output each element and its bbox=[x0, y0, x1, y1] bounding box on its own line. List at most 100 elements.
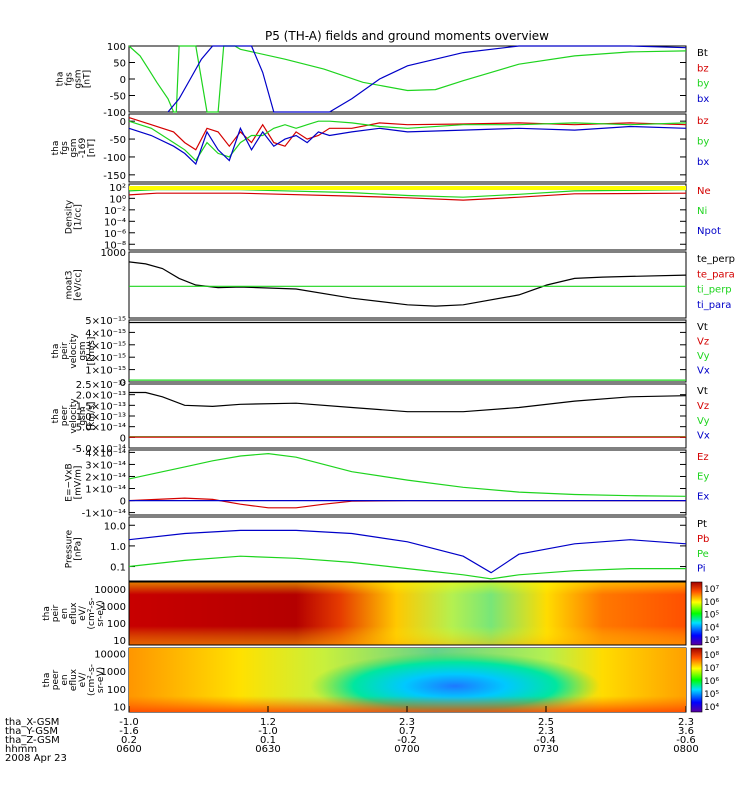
x-row-value: 0600 bbox=[116, 744, 141, 755]
legend-entry: Ni bbox=[697, 206, 707, 217]
y-tick-label: 1×10⁻¹⁵ bbox=[85, 366, 126, 377]
y-tick-label: 2.5×10⁻¹³ bbox=[76, 380, 126, 391]
y-axis-label: (cm²-s- bbox=[87, 664, 97, 696]
y-axis-label: fgs bbox=[60, 141, 70, 155]
panel-frame bbox=[128, 251, 687, 319]
x-row-value: 2.3 bbox=[399, 717, 415, 728]
y-axis-label: sr-eV) bbox=[96, 600, 106, 626]
y-tick-label: -50 bbox=[110, 135, 126, 146]
colorbar-tick-label: 10⁴ bbox=[704, 703, 719, 713]
y-axis-label: gsm bbox=[69, 138, 79, 157]
y-tick-label: 2×10⁻¹⁴ bbox=[85, 472, 126, 483]
y-tick-label: 10000 bbox=[94, 585, 126, 596]
x-row-value: 2.3 bbox=[538, 726, 554, 737]
x-row-value: 0630 bbox=[255, 744, 280, 755]
y-tick-label: 10² bbox=[109, 183, 126, 194]
y-tick-label: 10⁻⁶ bbox=[104, 229, 126, 240]
panel-2: 0 -50 -100 -150 tha fgs gsm -169 [nT] bz by bx bbox=[51, 113, 709, 183]
y-axis-label: eflux bbox=[69, 668, 79, 691]
series-line bbox=[128, 452, 687, 497]
x-row-value: -1.6 bbox=[119, 726, 139, 737]
y-axis-label: eflux bbox=[69, 602, 79, 625]
legend-entry: Ey bbox=[697, 472, 709, 483]
ion-colorbar bbox=[690, 581, 703, 646]
y-axis-label: tha bbox=[51, 141, 61, 156]
series-line bbox=[128, 125, 687, 166]
y-tick-label: 1000 bbox=[101, 667, 126, 678]
y-tick-label: 4×10⁻¹⁵ bbox=[85, 328, 126, 339]
y-axis-label: E=−VxB bbox=[65, 463, 75, 501]
x-row-label: hhmm bbox=[5, 744, 37, 755]
y-axis-label: tha bbox=[51, 409, 61, 424]
legend-entry: Vz bbox=[697, 336, 709, 347]
legend-entry: Vy bbox=[697, 416, 710, 427]
legend-entry: Pb bbox=[697, 534, 709, 545]
y-tick-label: 4×10⁻¹⁴ bbox=[85, 448, 126, 459]
legend-entry: by bbox=[697, 79, 709, 90]
legend-entry: Vz bbox=[697, 401, 709, 412]
y-axis-label: velocity bbox=[69, 333, 79, 369]
y-axis-label: tha bbox=[42, 673, 52, 688]
y-axis-label: gsm bbox=[78, 341, 88, 360]
legend-entry: Vt bbox=[697, 322, 708, 333]
legend-entry: te_perp bbox=[697, 254, 735, 265]
colorbar-tick-label: 10³ bbox=[704, 636, 719, 646]
y-tick-label: 1.0×10⁻¹³ bbox=[76, 412, 126, 423]
legend-entry: bz bbox=[697, 63, 709, 74]
y-axis-label: Pressure bbox=[65, 529, 75, 568]
panel-4: 1000 moat3 [eV/cc] te_perp te_para ti_perp ti_… bbox=[65, 248, 735, 319]
legend-entry: Vx bbox=[697, 431, 710, 442]
x-row-value: -0.6 bbox=[676, 735, 696, 746]
y-tick-label: -50 bbox=[110, 92, 126, 103]
legend-entry: by bbox=[697, 137, 709, 148]
y-tick-label: 0 bbox=[120, 497, 126, 508]
series-line bbox=[128, 529, 687, 574]
series-line bbox=[128, 117, 687, 151]
colorbar-tick-label: 10⁷ bbox=[704, 585, 719, 595]
y-tick-label: 1.5×10⁻¹³ bbox=[76, 401, 126, 412]
x-row-value: 2.3 bbox=[678, 717, 694, 728]
y-tick-label: 3×10⁻¹⁴ bbox=[85, 460, 126, 471]
legend-entry: bz bbox=[697, 116, 709, 127]
panel-5: 5×10⁻¹⁵4×10⁻¹⁵ 3×10⁻¹⁵2×10⁻¹⁵ 1×10⁻¹⁵0 tha p… bbox=[51, 316, 710, 389]
legend-entry: Vx bbox=[697, 365, 710, 376]
y-axis-label: -169 bbox=[78, 138, 88, 159]
density-band bbox=[129, 186, 686, 190]
y-tick-label: 10 bbox=[113, 636, 126, 647]
legend-entry: ti_perp bbox=[697, 285, 732, 296]
colorbar-tick-label: 10⁴ bbox=[704, 623, 719, 633]
y-tick-label: -5.0×10⁻¹⁴ bbox=[72, 444, 126, 455]
y-tick-label: -100 bbox=[103, 153, 126, 164]
y-axis-label: velocity bbox=[69, 398, 79, 434]
y-axis-label: gsm bbox=[74, 69, 84, 88]
y-tick-label: 100 bbox=[107, 619, 126, 630]
y-tick-label: 10 bbox=[113, 703, 126, 714]
y-axis-label: sr-eV) bbox=[96, 667, 106, 693]
panel-frame bbox=[128, 449, 687, 516]
x-row-value: 0.1 bbox=[260, 735, 276, 746]
x-row-label: tha_Z-GSM bbox=[5, 735, 60, 746]
figure-title: P5 (TH-A) fields and ground moments over… bbox=[265, 29, 549, 43]
series-line bbox=[128, 261, 687, 307]
x-row-value: -1.0 bbox=[119, 717, 139, 728]
y-tick-label: 5.0×10⁻¹⁴ bbox=[76, 423, 126, 434]
x-row-value: 1.2 bbox=[260, 717, 276, 728]
y-axis-label: (cm²-s- bbox=[87, 597, 97, 629]
legend-entry: Pe bbox=[697, 549, 709, 560]
electron-colorbar bbox=[690, 647, 703, 713]
series-line bbox=[129, 391, 687, 413]
y-tick-label: 5×10⁻¹⁵ bbox=[85, 316, 126, 327]
y-axis-label: moat3 bbox=[65, 270, 75, 299]
x-row-value: 0730 bbox=[533, 744, 558, 755]
y-tick-label: 100 bbox=[107, 42, 126, 53]
y-tick-label: 1.0 bbox=[110, 542, 126, 553]
y-axis-label: en bbox=[60, 608, 70, 619]
colorbar-tick-label: 10⁸ bbox=[704, 651, 719, 661]
panel-8: 10.0 1.0 0.1 Pressure [nPa] Pt Pb Pe Pi bbox=[65, 516, 709, 582]
y-axis-label: tha bbox=[56, 72, 66, 87]
x-row-label: tha_Y-GSM bbox=[5, 726, 58, 737]
x-row-label: tha_X-GSM bbox=[5, 717, 59, 728]
y-axis-label: en bbox=[60, 674, 70, 685]
